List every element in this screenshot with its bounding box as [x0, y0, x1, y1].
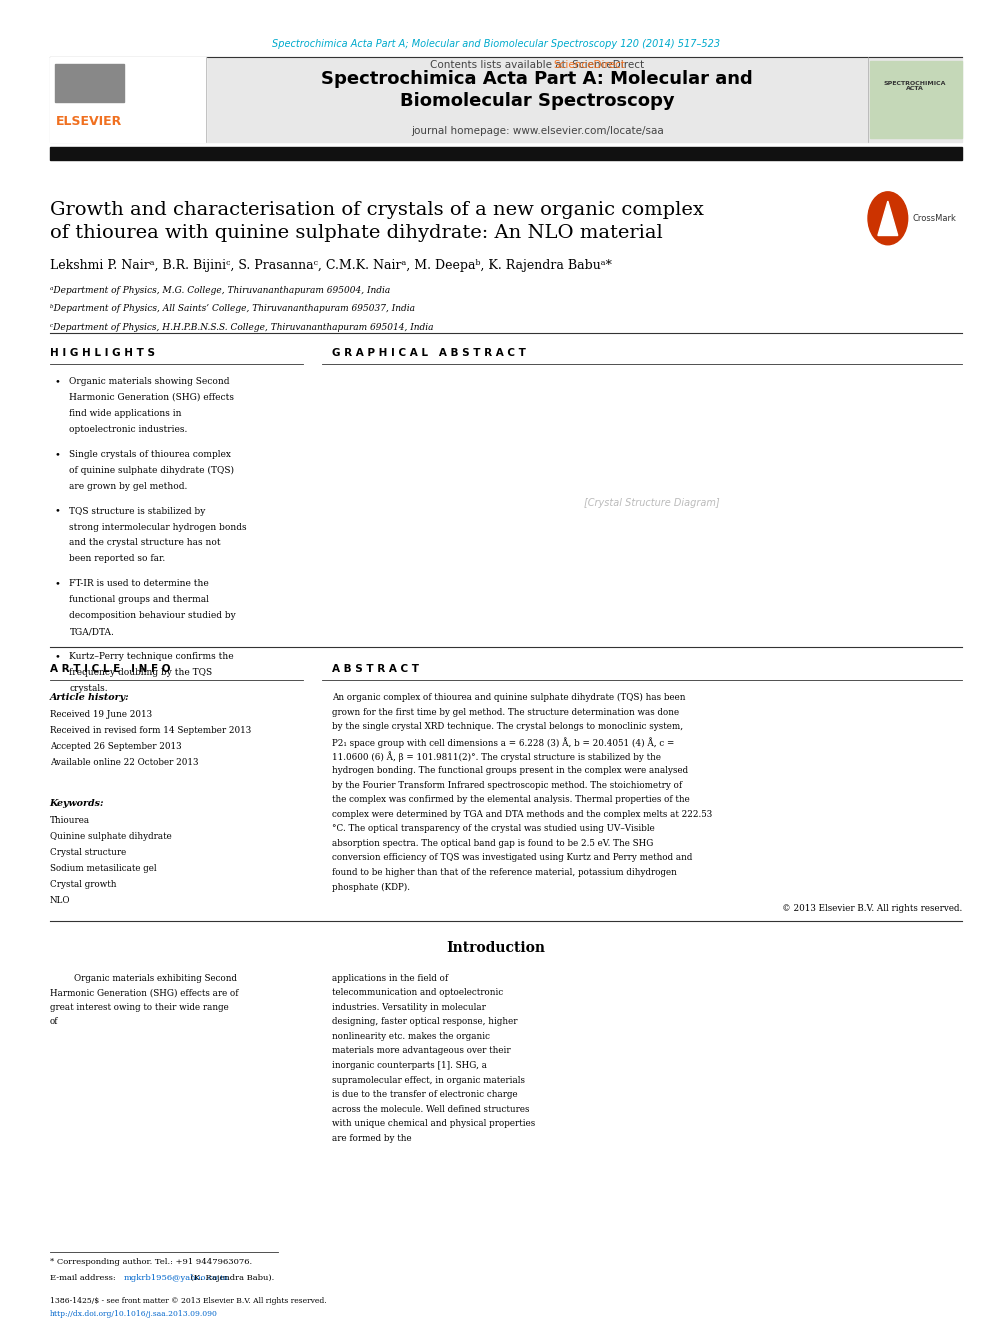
Text: TQS structure is stabilized by: TQS structure is stabilized by: [69, 507, 205, 516]
Bar: [50, 57, 962, 142]
Text: decomposition behaviour studied by: decomposition behaviour studied by: [69, 611, 236, 620]
Text: Introduction: Introduction: [446, 941, 546, 955]
Text: are formed by the: are formed by the: [332, 1134, 412, 1143]
Text: telecommunication and optoelectronic: telecommunication and optoelectronic: [332, 988, 504, 998]
Text: hydrogen bonding. The functional groups present in the complex were analysed: hydrogen bonding. The functional groups …: [332, 766, 688, 775]
Text: 1386-1425/$ - see front matter © 2013 Elsevier B.V. All rights reserved.: 1386-1425/$ - see front matter © 2013 El…: [50, 1297, 326, 1304]
Text: the complex was confirmed by the elemental analysis. Thermal properties of the: the complex was confirmed by the element…: [332, 795, 690, 804]
Text: designing, faster optical response, higher: designing, faster optical response, high…: [332, 1017, 518, 1027]
Text: °C. The optical transparency of the crystal was studied using UV–Visible: °C. The optical transparency of the crys…: [332, 824, 655, 833]
Text: Organic materials exhibiting Second: Organic materials exhibiting Second: [74, 974, 237, 983]
Text: [Crystal Structure Diagram]: [Crystal Structure Diagram]: [584, 497, 720, 508]
Text: A R T I C L E   I N F O: A R T I C L E I N F O: [50, 664, 170, 675]
Text: materials more advantageous over their: materials more advantageous over their: [332, 1046, 511, 1056]
Text: Article history:: Article history:: [50, 693, 129, 703]
Bar: [50, 147, 962, 160]
Text: of quinine sulphate dihydrate (TQS): of quinine sulphate dihydrate (TQS): [69, 466, 234, 475]
Text: •: •: [55, 450, 61, 459]
Bar: [362, 372, 942, 634]
Text: grown for the first time by gel method. The structure determination was done: grown for the first time by gel method. …: [332, 708, 680, 717]
Text: with unique chemical and physical properties: with unique chemical and physical proper…: [332, 1119, 536, 1129]
Bar: [870, 61, 962, 138]
Text: Keywords:: Keywords:: [50, 799, 104, 808]
Text: inorganic counterparts [1]. SHG, a: inorganic counterparts [1]. SHG, a: [332, 1061, 487, 1070]
Text: found to be higher than that of the reference material, potassium dihydrogen: found to be higher than that of the refe…: [332, 868, 678, 877]
Text: Single crystals of thiourea complex: Single crystals of thiourea complex: [69, 450, 231, 459]
Text: crystals.: crystals.: [69, 684, 108, 693]
Text: mgkrb1956@yahoo.co.in: mgkrb1956@yahoo.co.in: [124, 1274, 229, 1282]
Text: Accepted 26 September 2013: Accepted 26 September 2013: [50, 742, 182, 751]
Text: of: of: [50, 1017, 59, 1027]
Text: Harmonic Generation (SHG) effects: Harmonic Generation (SHG) effects: [69, 393, 234, 402]
Text: frequency doubling by the TQS: frequency doubling by the TQS: [69, 668, 212, 677]
Text: •: •: [55, 507, 61, 516]
Text: is due to the transfer of electronic charge: is due to the transfer of electronic cha…: [332, 1090, 518, 1099]
Text: Contents lists available at  ScienceDirect: Contents lists available at ScienceDirec…: [431, 60, 644, 70]
Text: Received in revised form 14 September 2013: Received in revised form 14 September 20…: [50, 726, 251, 736]
Text: H I G H L I G H T S: H I G H L I G H T S: [50, 348, 155, 359]
Text: CrossMark: CrossMark: [913, 214, 956, 222]
Text: Available online 22 October 2013: Available online 22 October 2013: [50, 758, 198, 767]
Text: Quinine sulphate dihydrate: Quinine sulphate dihydrate: [50, 832, 172, 841]
Text: ᶜDepartment of Physics, H.H.P.B.N.S.S. College, Thiruvananthapuram 695014, India: ᶜDepartment of Physics, H.H.P.B.N.S.S. C…: [50, 323, 434, 332]
Text: Spectrochimica Acta Part A: Molecular and
Biomolecular Spectroscopy: Spectrochimica Acta Part A: Molecular an…: [321, 70, 753, 110]
Text: functional groups and thermal: functional groups and thermal: [69, 595, 209, 605]
Text: by the single crystal XRD technique. The crystal belongs to monoclinic system,: by the single crystal XRD technique. The…: [332, 722, 683, 732]
Text: * Corresponding author. Tel.: +91 9447963076.: * Corresponding author. Tel.: +91 944796…: [50, 1258, 252, 1266]
Bar: [55, 64, 124, 102]
Text: complex were determined by TGA and DTA methods and the complex melts at 222.53: complex were determined by TGA and DTA m…: [332, 810, 712, 819]
Text: conversion efficiency of TQS was investigated using Kurtz and Perry method and: conversion efficiency of TQS was investi…: [332, 853, 692, 863]
Text: ScienceDirect: ScienceDirect: [554, 60, 626, 70]
Text: (K. Rajendra Babu).: (K. Rajendra Babu).: [188, 1274, 275, 1282]
Text: Spectrochimica Acta Part A; Molecular and Biomolecular Spectroscopy 120 (2014) 5: Spectrochimica Acta Part A; Molecular an…: [272, 38, 720, 49]
Text: Crystal structure: Crystal structure: [50, 848, 126, 857]
Text: industries. Versatility in molecular: industries. Versatility in molecular: [332, 1003, 486, 1012]
Text: Kurtz–Perry technique confirms the: Kurtz–Perry technique confirms the: [69, 652, 234, 662]
Text: SPECTROCHIMICA
ACTA: SPECTROCHIMICA ACTA: [884, 81, 946, 91]
Text: http://dx.doi.org/10.1016/j.saa.2013.09.090: http://dx.doi.org/10.1016/j.saa.2013.09.…: [50, 1310, 217, 1318]
Text: been reported so far.: been reported so far.: [69, 554, 166, 564]
Text: Organic materials showing Second: Organic materials showing Second: [69, 377, 230, 386]
Text: find wide applications in: find wide applications in: [69, 409, 182, 418]
Text: E-mail address:: E-mail address:: [50, 1274, 118, 1282]
Text: absorption spectra. The optical band gap is found to be 2.5 eV. The SHG: absorption spectra. The optical band gap…: [332, 839, 654, 848]
Text: FT-IR is used to determine the: FT-IR is used to determine the: [69, 579, 209, 589]
Text: G R A P H I C A L   A B S T R A C T: G R A P H I C A L A B S T R A C T: [332, 348, 526, 359]
Text: Sodium metasilicate gel: Sodium metasilicate gel: [50, 864, 156, 873]
Text: strong intermolecular hydrogen bonds: strong intermolecular hydrogen bonds: [69, 523, 247, 532]
Text: 11.0600 (6) Å, β = 101.9811(2)°. The crystal structure is stabilized by the: 11.0600 (6) Å, β = 101.9811(2)°. The cry…: [332, 751, 662, 762]
Text: NLO: NLO: [50, 896, 70, 905]
Text: great interest owing to their wide range: great interest owing to their wide range: [50, 1003, 228, 1012]
Text: Received 19 June 2013: Received 19 June 2013: [50, 710, 152, 720]
Text: ELSEVIER: ELSEVIER: [57, 115, 122, 128]
Polygon shape: [878, 201, 898, 235]
Text: across the molecule. Well defined structures: across the molecule. Well defined struct…: [332, 1105, 530, 1114]
Text: •: •: [55, 579, 61, 589]
Text: nonlinearity etc. makes the organic: nonlinearity etc. makes the organic: [332, 1032, 490, 1041]
Text: A B S T R A C T: A B S T R A C T: [332, 664, 420, 675]
Text: TGA/DTA.: TGA/DTA.: [69, 627, 114, 636]
Text: Crystal growth: Crystal growth: [50, 880, 116, 889]
Text: by the Fourier Transform Infrared spectroscopic method. The stoichiometry of: by the Fourier Transform Infrared spectr…: [332, 781, 682, 790]
Text: supramolecular effect, in organic materials: supramolecular effect, in organic materi…: [332, 1076, 526, 1085]
Text: An organic complex of thiourea and quinine sulphate dihydrate (TQS) has been: An organic complex of thiourea and quini…: [332, 693, 685, 703]
Text: •: •: [55, 377, 61, 386]
Circle shape: [868, 192, 908, 245]
Text: •: •: [55, 652, 61, 662]
Text: P2₁ space group with cell dimensions a = 6.228 (3) Å, b = 20.4051 (4) Å, c =: P2₁ space group with cell dimensions a =…: [332, 737, 675, 747]
Text: applications in the field of: applications in the field of: [332, 974, 448, 983]
Text: Growth and characterisation of crystals of a new organic complex
of thiourea wit: Growth and characterisation of crystals …: [50, 201, 703, 242]
Text: Harmonic Generation (SHG) effects are of: Harmonic Generation (SHG) effects are of: [50, 988, 238, 998]
Text: Lekshmi P. Nairᵃ, B.R. Bijiniᶜ, S. Prasannaᶜ, C.M.K. Nairᵃ, M. Deepaᵇ, K. Rajend: Lekshmi P. Nairᵃ, B.R. Bijiniᶜ, S. Prasa…: [50, 259, 611, 273]
Text: ᵃDepartment of Physics, M.G. College, Thiruvananthapuram 695004, India: ᵃDepartment of Physics, M.G. College, Th…: [50, 286, 390, 295]
Text: journal homepage: www.elsevier.com/locate/saa: journal homepage: www.elsevier.com/locat…: [411, 126, 664, 136]
Text: and the crystal structure has not: and the crystal structure has not: [69, 538, 221, 548]
Text: optoelectronic industries.: optoelectronic industries.: [69, 425, 187, 434]
Text: Thiourea: Thiourea: [50, 816, 89, 826]
Text: phosphate (KDP).: phosphate (KDP).: [332, 882, 411, 892]
Text: ᵇDepartment of Physics, All Saints’ College, Thiruvananthapuram 695037, India: ᵇDepartment of Physics, All Saints’ Coll…: [50, 304, 415, 314]
Bar: [50, 57, 206, 142]
Text: are grown by gel method.: are grown by gel method.: [69, 482, 187, 491]
Text: © 2013 Elsevier B.V. All rights reserved.: © 2013 Elsevier B.V. All rights reserved…: [782, 904, 962, 913]
